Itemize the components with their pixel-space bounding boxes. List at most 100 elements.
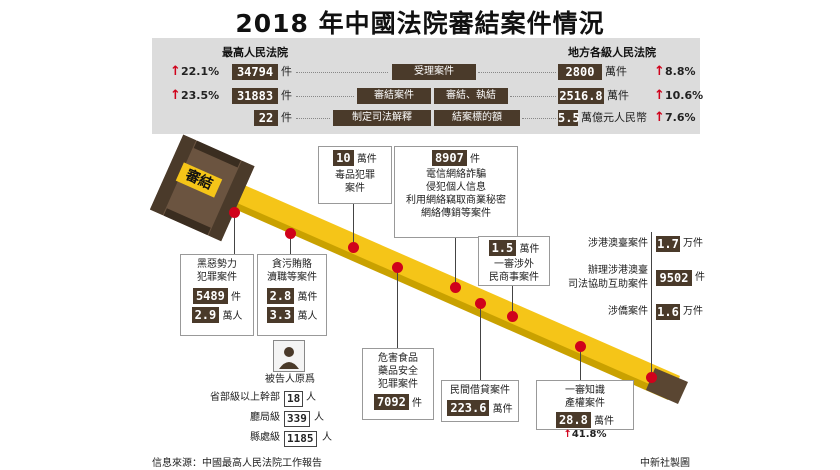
up-arrow-icon: ↑ xyxy=(654,88,665,103)
card-value: 5489 xyxy=(192,288,228,304)
card-title: 民間借貸案件 xyxy=(450,385,510,396)
hk-label: 涉港澳臺案件 xyxy=(588,238,648,249)
card-unit: 萬人 xyxy=(297,311,318,322)
card-value: 2.9 xyxy=(191,307,220,323)
defendant-row-unit: 人 xyxy=(314,412,324,423)
supreme-court-header: 最高人民法院 xyxy=(222,46,288,59)
card-title: 毒品犯罪 xyxy=(335,170,375,181)
marker-dot xyxy=(575,341,586,352)
defendant-row-value: 18 xyxy=(284,391,304,407)
card-drug-crimes: 10 萬件 毒品犯罪 案件 xyxy=(318,146,392,204)
row1-right-unit: 萬件 xyxy=(605,65,627,78)
row1-label: 受理案件 xyxy=(392,64,476,80)
card-value: 10 xyxy=(333,150,354,166)
card-unit: 萬件 xyxy=(492,404,513,415)
leader-line xyxy=(522,118,556,119)
defendant-caption: 被告人原爲 xyxy=(265,374,315,385)
row2-right-unit: 萬件 xyxy=(607,89,629,102)
card-unit: 萬件 xyxy=(594,416,615,427)
up-arrow-icon: ↑ xyxy=(170,64,181,79)
card-unit: 萬件 xyxy=(519,244,540,255)
card-title: 危害食品 xyxy=(378,353,418,364)
up-arrow-icon: ↑ xyxy=(654,64,665,79)
hk-assist-label-line: 司法協助互助案件 xyxy=(568,279,648,290)
row2-left-unit: 件 xyxy=(281,89,292,102)
card-unit: 萬件 xyxy=(297,292,318,303)
connector-line xyxy=(580,350,581,380)
card-title: 藥品安全 xyxy=(378,366,418,377)
card-pct: 41.8% xyxy=(571,429,607,440)
card-title: 侵犯個人信息 xyxy=(426,182,486,193)
defendant-row-label: 廳局級 xyxy=(250,412,280,423)
connector-line xyxy=(353,202,354,247)
card-value: 2.8 xyxy=(266,288,295,304)
marker-dot xyxy=(348,242,359,253)
row2-right-pct: 10.6% xyxy=(665,89,704,102)
row1-right-pct: 8.8% xyxy=(665,65,696,78)
connector-line xyxy=(397,272,398,348)
marker-dot xyxy=(450,282,461,293)
card-title: 黑惡勢力 xyxy=(197,259,237,270)
connector-line xyxy=(290,233,291,254)
row2-label-left: 審結案件 xyxy=(357,88,431,104)
hk-assist-unit: 件 xyxy=(695,272,705,283)
card-title: 民商事案件 xyxy=(489,272,539,283)
defendant-row-label: 縣處級 xyxy=(250,432,280,443)
leader-line xyxy=(296,118,330,119)
card-title: 貪污賄賂 xyxy=(272,259,312,270)
row2-left-value: 31883 xyxy=(232,88,278,104)
defendant-row-value: 339 xyxy=(284,411,310,427)
row2-left-pct: 23.5% xyxy=(181,89,220,102)
card-title: 犯罪案件 xyxy=(197,272,237,283)
leader-line xyxy=(296,72,388,73)
marker-dot xyxy=(475,298,486,309)
up-arrow-icon: ↑ xyxy=(170,88,181,103)
connector-line xyxy=(455,236,456,286)
up-arrow-icon: ↑ xyxy=(563,429,572,440)
card-unit: 件 xyxy=(470,154,481,165)
card-value: 3.3 xyxy=(266,307,295,323)
overseas-value: 1.6 xyxy=(656,304,680,320)
defendant-row-value: 1185 xyxy=(284,431,317,447)
card-telecom-fraud: 8907 件 電信網絡詐騙 侵犯個人信息 利用網絡竊取商業秘密 網絡傳銷等案件 xyxy=(394,146,518,238)
row1-left-unit: 件 xyxy=(281,65,292,78)
row2-right-value: 2516.8 xyxy=(558,88,604,104)
row1-left-pct: 22.1% xyxy=(181,65,220,78)
overseas-unit: 万件 xyxy=(683,306,703,317)
card-unit: 萬人 xyxy=(222,311,243,322)
source-note: 信息來源：中國最高人民法院工作報告 xyxy=(152,458,322,469)
overseas-label: 涉僑案件 xyxy=(608,306,648,317)
card-unit: 萬件 xyxy=(356,154,377,165)
up-arrow-icon: ↑ xyxy=(654,110,665,125)
defendant-row-label: 省部級以上幹部 xyxy=(210,392,280,403)
card-title: 利用網絡竊取商業秘密 xyxy=(406,195,506,206)
leader-line xyxy=(296,96,354,97)
connector-line xyxy=(512,282,513,316)
defendant-avatar xyxy=(273,340,305,372)
row1-left-value: 34794 xyxy=(232,64,278,80)
row3-right-pct: 7.6% xyxy=(665,111,696,124)
marker-dot xyxy=(285,228,296,239)
card-unit: 件 xyxy=(412,398,423,409)
local-courts-header: 地方各級人民法院 xyxy=(568,46,656,59)
leader-line xyxy=(510,96,556,97)
row3-left-value: 22 xyxy=(254,110,278,126)
card-title: 犯罪案件 xyxy=(378,379,418,390)
connector-line xyxy=(651,232,652,376)
row2-label-right: 審結、執結 xyxy=(434,88,508,104)
credit-note: 中新社製圖 xyxy=(640,458,690,469)
marker-dot xyxy=(507,311,518,322)
row3-label-left: 制定司法解釋 xyxy=(333,110,431,126)
defendant-row-unit: 人 xyxy=(306,392,316,403)
marker-dot xyxy=(229,207,240,218)
card-private-lending: 民間借貸案件 223.6 萬件 xyxy=(441,380,519,422)
card-title: 網絡傳銷等案件 xyxy=(421,208,491,219)
defendant-row-unit: 人 xyxy=(322,432,332,443)
marker-dot xyxy=(392,262,403,273)
row3-right-value: 5.5 xyxy=(558,110,580,126)
card-title: 產權案件 xyxy=(565,398,605,409)
card-value: 7092 xyxy=(373,394,409,410)
card-value: 223.6 xyxy=(447,400,490,416)
card-ip-cases: 一審知識 產權案件 28.8 萬件 ↑41.8% xyxy=(536,380,634,440)
card-title: 一審涉外 xyxy=(494,259,534,270)
